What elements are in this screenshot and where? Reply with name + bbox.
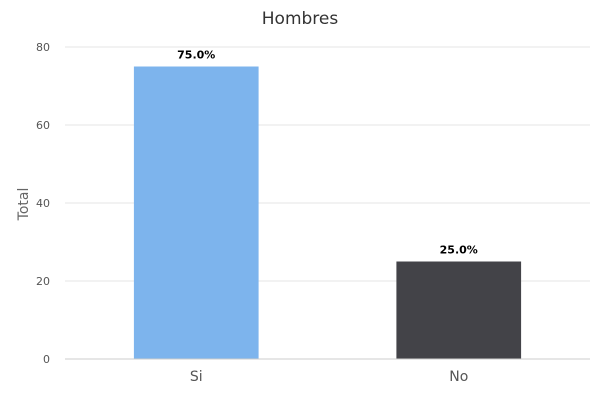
bar-no <box>396 261 522 359</box>
x-tick-label: Si <box>190 369 203 385</box>
x-tick-label: No <box>449 369 468 385</box>
y-tick-label: 60 <box>36 119 50 132</box>
bar-si <box>133 66 259 359</box>
bars <box>133 66 522 359</box>
y-tick-label: 0 <box>43 353 50 366</box>
y-tick-label: 80 <box>36 41 50 54</box>
x-axis-ticks: Si No <box>190 369 468 385</box>
y-axis-label: Total <box>16 188 32 222</box>
data-label: 25.0% <box>440 244 478 257</box>
data-labels: 75.0% 25.0% <box>177 49 478 257</box>
y-tick-label: 40 <box>36 197 50 210</box>
y-axis-ticks: 0 20 40 60 80 <box>36 41 50 366</box>
chart-title: Hombres <box>262 9 339 29</box>
y-tick-label: 20 <box>36 275 50 288</box>
data-label: 75.0% <box>177 49 215 62</box>
